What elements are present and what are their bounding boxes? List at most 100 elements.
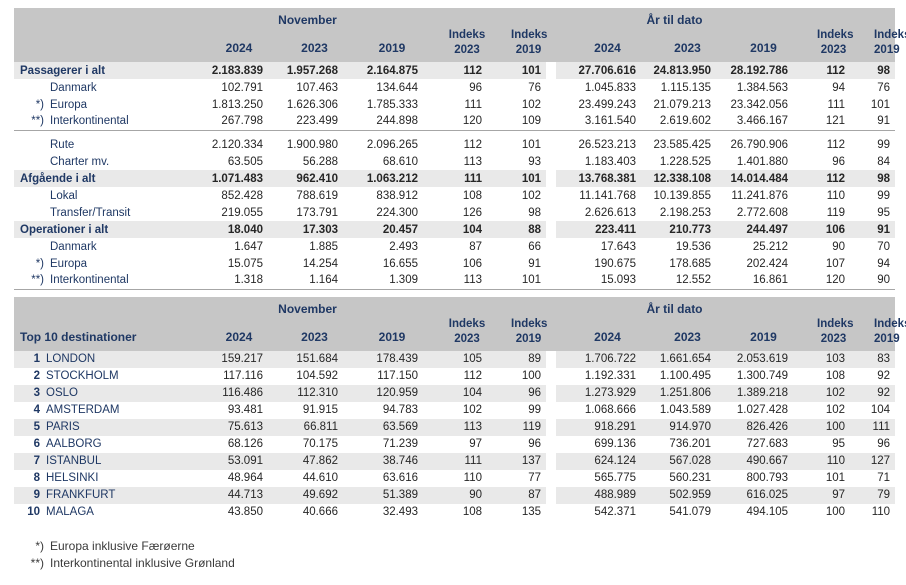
- cell-nov-indeks-2019: 77: [528, 472, 541, 484]
- cell-ytd-2019: 490.667: [716, 452, 794, 470]
- cell-nov-indeks-2019: 93: [528, 155, 541, 168]
- cell-ytd-indeks-2023: 90: [832, 240, 846, 253]
- cell-nov-indeks-2023: 113: [463, 274, 482, 287]
- cell-ytd-2023: 178.685: [669, 257, 711, 270]
- row-label-text: AALBORG: [46, 438, 102, 450]
- row-marker: 10: [27, 506, 40, 518]
- group-gap: [546, 418, 556, 436]
- cell-nov-indeks-2023: 90: [423, 486, 487, 504]
- group-gap: [546, 62, 556, 79]
- cell-ytd-indeks-2023: 100: [825, 506, 846, 518]
- cell-ytd-2024: 15.093: [600, 274, 636, 287]
- table-row: *) Europa 15.075 14.254 16.655 106 91 190…: [14, 255, 895, 272]
- cell-ytd-indeks-2023: 119: [826, 206, 846, 219]
- cell-ytd-indeks-2019: 92: [877, 370, 891, 382]
- year-header-2019: 2019: [343, 320, 423, 351]
- group-gap: [546, 238, 556, 255]
- cell-nov-2019: 68.610: [382, 155, 418, 168]
- cell-ytd-2024: 13.768.381: [556, 170, 641, 187]
- cell-nov-2023: 91.915: [302, 404, 338, 416]
- row-label: 9 FRANKFURT: [14, 486, 192, 504]
- cell-nov-2024: 68.126: [227, 438, 263, 450]
- cell-ytd-indeks-2019: 92: [850, 384, 896, 402]
- table-row: **) Interkontinental 1.318 1.164 1.309 11…: [14, 272, 895, 289]
- row-label-text: Europa: [50, 257, 88, 270]
- group-gap: [546, 221, 556, 238]
- table-row: 7 ISTANBUL 53.091 47.862 38.746 111 137 6…: [14, 452, 896, 470]
- group-gap: [546, 401, 556, 419]
- row-label: **) Interkontinental: [14, 113, 192, 131]
- column-header-november: November: [192, 8, 423, 32]
- cell-ytd-indeks-2023: 103: [793, 350, 851, 368]
- year-header-2023: 2023: [268, 320, 343, 351]
- cell-nov-2019: 244.898: [343, 113, 423, 131]
- cell-ytd-2023: 736.201: [669, 438, 711, 450]
- cell-nov-2023: 70.175: [302, 438, 338, 450]
- table-row: *) Europa 1.813.250 1.626.306 1.785.333 1…: [14, 96, 895, 113]
- cell-ytd-2023: 210.773: [641, 221, 716, 238]
- cell-nov-2019: 51.389: [343, 486, 423, 504]
- cell-ytd-2023: 541.079: [669, 506, 711, 518]
- cell-ytd-indeks-2023: 95: [832, 438, 846, 450]
- row-marker: *): [35, 257, 44, 270]
- row-label: Danmark: [14, 238, 192, 255]
- column-header-indeks-2023: Indeks 2023: [423, 8, 487, 62]
- cell-nov-indeks-2023: 126: [462, 206, 482, 219]
- table-row: 8 HELSINKI 48.964 44.610 63.616 110 77 56…: [14, 469, 895, 487]
- group-gap: [546, 367, 556, 385]
- cell-ytd-indeks-2019: 98: [850, 170, 896, 187]
- cell-nov-2024: 1.071.483: [192, 170, 268, 187]
- cell-ytd-indeks-2023: 96: [832, 155, 846, 168]
- year-header-2024: 2024: [192, 32, 268, 62]
- cell-nov-indeks-2023: 111: [423, 452, 487, 470]
- cell-ytd-indeks-2019: 91: [850, 113, 896, 131]
- column-header-ytd: År til dato: [556, 8, 794, 32]
- group-gap: [546, 384, 556, 402]
- cell-ytd-indeks-2023: 112: [793, 170, 851, 187]
- cell-ytd-2024: 1.068.666: [584, 404, 636, 416]
- cell-nov-2024: 1.813.250: [211, 98, 263, 111]
- group-gap: [546, 187, 556, 204]
- table-row: 9 FRANKFURT 44.713 49.692 51.389 90 87 48…: [14, 486, 896, 504]
- row-marker: **): [31, 115, 44, 128]
- cell-nov-2023: 788.619: [296, 189, 338, 202]
- cell-nov-indeks-2023: 108: [462, 189, 482, 202]
- cell-ytd-2023: 567.028: [641, 452, 716, 470]
- row-label: 1 LONDON: [14, 350, 192, 368]
- table-row: 10 MALAGA 43.850 40.666 32.493 108 135 54…: [14, 503, 895, 521]
- cell-ytd-indeks-2019: 95: [877, 206, 891, 219]
- cell-nov-indeks-2019: 102: [521, 98, 541, 111]
- cell-nov-2019: 838.912: [376, 189, 418, 202]
- cell-ytd-2024: 26.523.213: [578, 138, 636, 151]
- cell-nov-indeks-2023: 108: [462, 506, 482, 518]
- group-gap: [546, 272, 556, 289]
- cell-ytd-indeks-2023: 110: [793, 452, 851, 470]
- cell-nov-2019: 94.783: [382, 404, 418, 416]
- row-label: Passagerer i alt: [14, 62, 192, 79]
- cell-nov-indeks-2023: 102: [462, 404, 482, 416]
- cell-ytd-2024: 918.291: [556, 418, 641, 436]
- cell-nov-2019: 63.616: [382, 472, 418, 484]
- row-label-text: FRANKFURT: [46, 489, 116, 501]
- cell-nov-indeks-2023: 112: [463, 138, 482, 151]
- row-marker: 1: [33, 353, 40, 365]
- cell-ytd-indeks-2019: 90: [877, 274, 891, 287]
- column-header-indeks-2019: Indeks 2019: [487, 8, 547, 62]
- cell-nov-indeks-2019: 89: [487, 350, 546, 368]
- cell-ytd-2019: 800.793: [746, 472, 789, 484]
- row-marker: 5: [33, 421, 40, 433]
- cell-nov-2023: 112.310: [268, 384, 343, 402]
- row-marker: 7: [33, 455, 40, 467]
- row-label-text: LONDON: [46, 353, 96, 365]
- year-header-2023-ytd: 2023: [641, 32, 716, 62]
- cell-nov-indeks-2019: 76: [528, 81, 541, 94]
- cell-ytd-2023: 19.536: [675, 240, 711, 253]
- row-label: 3 OSLO: [14, 384, 192, 402]
- year-header-2024-ytd: 2024: [556, 32, 641, 62]
- row-marker: 3: [33, 387, 40, 399]
- cell-ytd-2019: 1.384.563: [736, 81, 789, 94]
- group-gap: [546, 296, 556, 351]
- row-marker: 9: [33, 489, 40, 501]
- cell-ytd-2023: 502.959: [641, 486, 716, 504]
